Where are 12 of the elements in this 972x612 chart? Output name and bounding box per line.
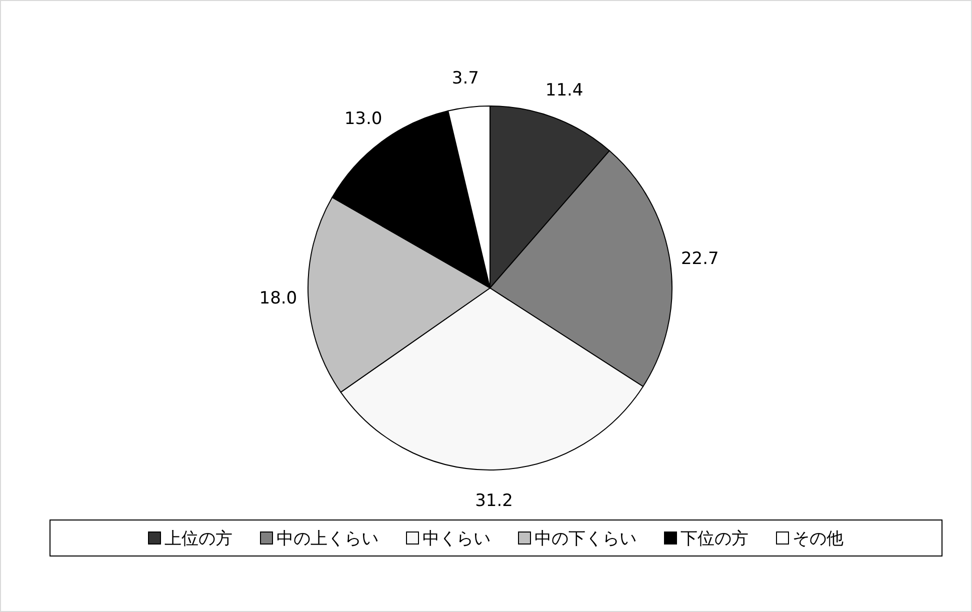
- legend-label: 中の上くらい: [276, 529, 378, 549]
- data-label: 18.0: [259, 288, 298, 308]
- data-label: 11.4: [545, 80, 584, 100]
- data-label: 22.7: [680, 249, 719, 270]
- legend-label: 中くらい: [422, 529, 490, 549]
- data-label: 3.7: [452, 68, 479, 88]
- legend-label: その他: [792, 529, 844, 549]
- data-label: 31.2: [475, 490, 513, 511]
- data-label: 13.0: [344, 109, 382, 130]
- legend-label: 下位の方: [680, 529, 748, 549]
- legend-label: 上位の方: [164, 529, 232, 549]
- legend-label: 中の下くらい: [534, 529, 636, 549]
